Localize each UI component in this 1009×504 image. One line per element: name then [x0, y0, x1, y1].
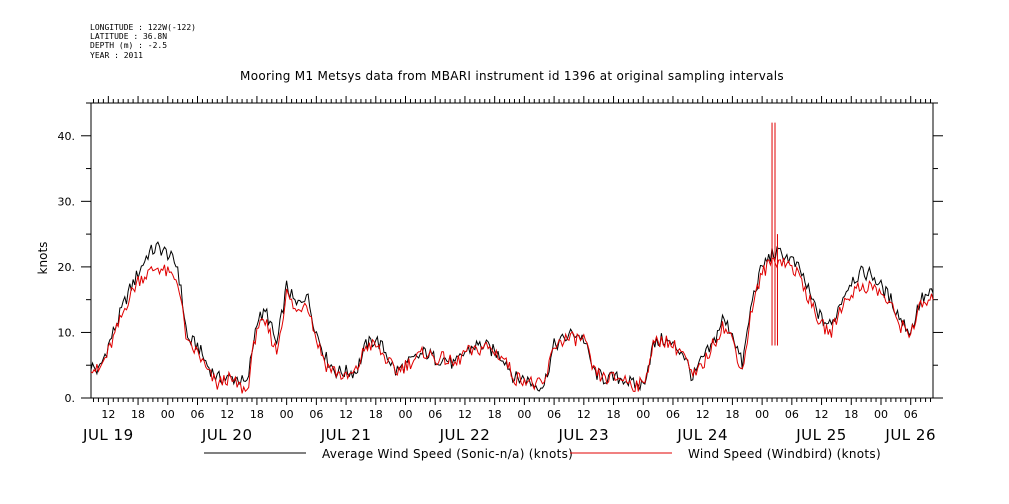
x-hour-tick-label: 18 — [131, 408, 145, 421]
x-day-label: JUL 21 — [320, 426, 372, 444]
x-day-label: JUL 26 — [884, 426, 936, 444]
x-day-label: JUL 25 — [795, 426, 847, 444]
x-minor-ticks — [92, 96, 932, 405]
x-hour-tick-label: 00 — [517, 408, 531, 421]
x-hour-tick-label: 12 — [220, 408, 234, 421]
x-hour-tick-label: 12 — [339, 408, 353, 421]
meta-year: YEAR : 2011 — [90, 51, 143, 60]
x-day-label: JUL 24 — [676, 426, 728, 444]
y-tick-label: 40. — [58, 130, 76, 143]
x-hour-tick-label: 18 — [488, 408, 502, 421]
series-line-windbird — [90, 257, 934, 394]
plot-border — [90, 102, 934, 399]
x-hour-tick-label: 12 — [577, 408, 591, 421]
y-tick-label: 20. — [58, 261, 76, 274]
x-day-label: JUL 23 — [558, 426, 610, 444]
plot-frame — [90, 102, 934, 399]
metadata-block: LONGITUDE : 122W(-122) LATITUDE : 36.8N … — [90, 23, 196, 60]
x-hour-tick-label: 00 — [280, 408, 294, 421]
x-day-label: JUL 19 — [82, 426, 134, 444]
x-hour-tick-label: 00 — [874, 408, 888, 421]
x-hour-tick-label: 00 — [161, 408, 175, 421]
x-hour-tick-label: 06 — [785, 408, 799, 421]
x-hour-tick-label: 06 — [666, 408, 680, 421]
y-tick-label: 30. — [58, 195, 76, 208]
x-hour-tick-label: 12 — [101, 408, 115, 421]
x-hour-tick-label: 18 — [844, 408, 858, 421]
series-layer — [90, 122, 934, 394]
x-hour-tick-label: 12 — [815, 408, 829, 421]
x-hour-tick-label: 18 — [607, 408, 621, 421]
chart-title: Mooring M1 Metsys data from MBARI instru… — [240, 69, 784, 83]
x-hour-tick-label: 06 — [547, 408, 561, 421]
x-hour-tick-label: 00 — [399, 408, 413, 421]
meta-latitude: LATITUDE : 36.8N — [90, 32, 167, 41]
x-axis-ticks: 12 18 00 06 12 18 00 06 12 18 00 06 12 18 00 06 12 18 00 06… — [82, 408, 936, 444]
legend-label-windbird: Wind Speed (Windbird) (knots) — [688, 447, 881, 461]
meta-longitude: LONGITUDE : 122W(-122) — [90, 23, 196, 32]
y-axis-label: knots — [36, 242, 50, 275]
y-axis-ticks: 0. 10. 20. 30. 40. — [58, 102, 943, 405]
x-hour-tick-label: 12 — [458, 408, 472, 421]
legend-label-average: Average Wind Speed (Sonic-n/a) (knots) — [322, 447, 573, 461]
x-hour-tick-label: 06 — [428, 408, 442, 421]
x-hour-tick-label: 12 — [696, 408, 710, 421]
y-tick-label: 0. — [65, 392, 76, 405]
legend: Average Wind Speed (Sonic-n/a) (knots) W… — [204, 447, 881, 461]
x-hour-tick-label: 06 — [309, 408, 323, 421]
x-hour-tick-label: 06 — [904, 408, 918, 421]
x-hour-tick-label: 06 — [190, 408, 204, 421]
y-tick-label: 10. — [58, 326, 76, 339]
x-hour-tick-label: 18 — [250, 408, 264, 421]
x-hour-tick-label: 18 — [369, 408, 383, 421]
x-day-label: JUL 20 — [201, 426, 253, 444]
x-day-label: JUL 22 — [439, 426, 491, 444]
series-line-average — [90, 241, 934, 392]
x-hour-tick-label: 18 — [725, 408, 739, 421]
meta-depth: DEPTH (m) : -2.5 — [90, 41, 167, 50]
x-hour-tick-label: 00 — [755, 408, 769, 421]
x-hour-tick-label: 00 — [636, 408, 650, 421]
